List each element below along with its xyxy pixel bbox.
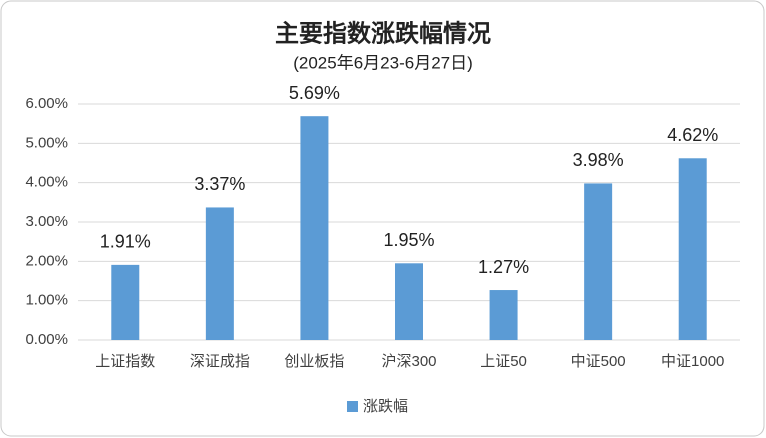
y-tick-label: 5.00% <box>25 134 68 151</box>
y-tick-label: 4.00% <box>25 174 68 191</box>
x-tick-label: 沪深300 <box>381 353 436 370</box>
value-label: 5.69% <box>289 83 340 103</box>
y-tick-label: 0.00% <box>25 331 68 348</box>
x-tick-label: 创业板指 <box>284 352 344 370</box>
x-tick-label: 中证1000 <box>661 353 724 370</box>
bar <box>300 116 329 341</box>
value-label: 1.91% <box>100 232 151 252</box>
value-label: 3.98% <box>573 150 624 170</box>
bar <box>205 207 234 340</box>
y-tick-label: 3.00% <box>25 213 68 230</box>
y-tick-label: 6.00% <box>25 95 68 112</box>
bar <box>584 183 613 340</box>
legend-swatch <box>347 401 358 412</box>
value-label: 1.27% <box>478 257 529 277</box>
bar <box>111 264 140 340</box>
x-tick-label: 上证50 <box>480 353 527 370</box>
bar <box>395 263 423 340</box>
value-label: 3.37% <box>194 174 245 194</box>
chart-subtitle: (2025年6月23-6月27日) <box>293 53 473 72</box>
value-label: 1.95% <box>383 230 434 250</box>
bar <box>489 290 518 340</box>
chart-title: 主要指数涨跌幅情况 <box>275 20 491 47</box>
value-label: 4.62% <box>667 125 718 145</box>
y-tick-label: 1.00% <box>25 292 68 309</box>
x-tick-label: 深证成指 <box>190 353 250 370</box>
x-tick-label: 中证500 <box>571 353 626 370</box>
x-tick-label: 上证指数 <box>95 353 155 370</box>
legend-label: 涨跌幅 <box>363 398 408 415</box>
y-tick-label: 2.00% <box>25 252 68 269</box>
bar <box>678 158 707 340</box>
